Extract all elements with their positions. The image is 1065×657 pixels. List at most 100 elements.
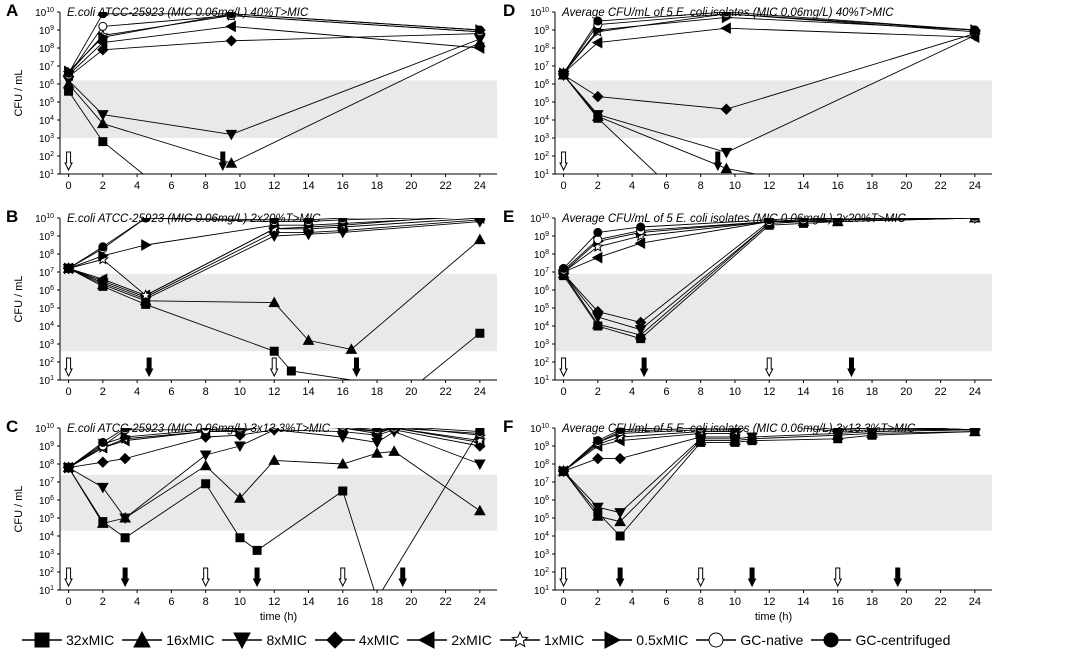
x-tick-label: 0 <box>66 386 72 398</box>
dose-arrow-filled <box>747 567 757 588</box>
legend-symbol <box>811 632 852 648</box>
data-point-GC-centrifuged <box>721 12 731 17</box>
y-axis-label: CFU / mL <box>13 485 25 532</box>
data-point-GC-native <box>270 428 279 431</box>
x-tick-label: 6 <box>663 386 669 398</box>
data-point-GC-centrifuged <box>64 263 74 273</box>
y-tick-label: 108 <box>534 43 549 55</box>
series-line-2xMIC <box>68 428 480 468</box>
y-tick-label: 105 <box>39 303 54 315</box>
x-tick-label: 14 <box>302 386 314 398</box>
dose-arrow-open <box>64 357 73 378</box>
y-tick-label: 105 <box>39 97 54 109</box>
y-axis-label: CFU / mL <box>13 275 25 322</box>
legend-label: 32xMIC <box>66 632 115 648</box>
series-line-1xMIC <box>68 428 480 468</box>
legend-label: 2xMIC <box>451 632 492 648</box>
y-tick-label: 102 <box>39 151 54 163</box>
panel-letter: C <box>6 417 18 436</box>
data-point-GC-centrifuged <box>269 218 279 225</box>
legend-label: 1xMIC <box>543 632 585 648</box>
data-point-16xMIC <box>388 445 401 456</box>
data-point-16xMIC <box>474 504 486 516</box>
legend-marker-8xMIC <box>233 632 252 650</box>
panel-title: E.coli ATCC-25923 (MIC 0.06mg/L) 3x13.3%… <box>67 423 331 435</box>
dose-arrow-open <box>696 567 705 588</box>
data-point-2xMIC <box>591 251 603 264</box>
data-point-8xMIC <box>614 508 626 519</box>
x-tick-label: 6 <box>168 596 174 608</box>
x-tick-label: 16 <box>832 386 844 398</box>
y-tick-label: 107 <box>534 477 549 489</box>
series-line-4xMIC <box>68 429 480 469</box>
dose-arrow-filled <box>252 567 262 588</box>
data-point-GC-centrifuged <box>120 428 130 433</box>
data-point-32xMIC <box>252 545 262 555</box>
legend-marker-GC-native <box>708 632 724 648</box>
data-point-GC-centrifuged <box>593 436 603 446</box>
y-tick-label: 104 <box>534 531 549 543</box>
legend-symbol <box>407 631 448 649</box>
series-line-16xMIC <box>68 42 481 164</box>
x-tick-label: 16 <box>337 180 349 192</box>
x-tick-label: 22 <box>439 180 451 192</box>
legend-symbol <box>696 632 737 648</box>
dose-arrow-open <box>559 357 568 378</box>
x-tick-label: 14 <box>797 596 809 608</box>
data-point-16xMIC <box>614 515 626 527</box>
x-tick-label: 8 <box>698 596 704 608</box>
data-point-16xMIC <box>96 517 109 528</box>
x-tick-label: 6 <box>168 180 174 192</box>
x-tick-label: 6 <box>663 596 669 608</box>
y-tick-label: 104 <box>534 321 549 333</box>
x-tick-label: 2 <box>100 596 106 608</box>
data-point-4xMIC <box>225 35 238 47</box>
x-tick-label: 10 <box>729 596 741 608</box>
data-point-1xMIC <box>139 289 152 301</box>
x-tick-label: 22 <box>439 386 451 398</box>
y-tick-label: 1010 <box>35 7 54 19</box>
data-point-2xMIC <box>225 20 236 33</box>
data-point-GC-centrifuged <box>798 218 808 223</box>
y-tick-label: 109 <box>39 231 54 243</box>
legend-item: 16xMIC <box>120 630 214 650</box>
data-point-0.5xMIC <box>98 249 109 262</box>
data-point-0.5xMIC <box>120 431 132 443</box>
x-tick-label: 20 <box>900 386 912 398</box>
x-tick-label: 0 <box>561 386 567 398</box>
data-point-2xMIC <box>634 237 646 250</box>
data-point-0.5xMIC <box>141 239 152 251</box>
series-line-GC-native <box>68 428 480 468</box>
data-point-GC-centrifuged <box>970 25 980 35</box>
data-point-GC-centrifuged <box>390 428 399 431</box>
y-tick-label: 107 <box>39 477 54 489</box>
series-line-GC-centrifuged <box>68 13 480 74</box>
x-tick-label: 24 <box>969 596 981 608</box>
y-tick-label: 109 <box>39 25 54 37</box>
x-tick-label: 18 <box>866 386 878 398</box>
data-point-8xMIC <box>474 459 486 471</box>
data-point-4xMIC <box>592 305 604 318</box>
data-point-GC-native <box>338 428 347 431</box>
data-point-GC-centrifuged <box>636 222 646 232</box>
x-tick-label: 22 <box>934 180 946 192</box>
data-point-4xMIC <box>592 452 604 465</box>
legend-marker-0.5xMIC <box>604 631 622 649</box>
y-tick-label: 107 <box>39 61 54 73</box>
shaded-band <box>60 273 497 352</box>
x-tick-label: 8 <box>698 386 704 398</box>
x-tick-label: 0 <box>66 596 72 608</box>
data-point-GC-centrifuged <box>98 12 108 19</box>
data-point-4xMIC <box>119 452 131 465</box>
data-point-GC-centrifuged <box>475 428 485 437</box>
shaded-band <box>555 474 992 531</box>
data-point-16xMIC <box>268 454 281 465</box>
y-tick-label: 101 <box>39 375 54 387</box>
dose-arrow-open <box>559 567 568 588</box>
x-tick-label: 12 <box>268 596 280 608</box>
x-tick-label: 4 <box>134 596 140 608</box>
data-point-32xMIC <box>120 533 130 543</box>
